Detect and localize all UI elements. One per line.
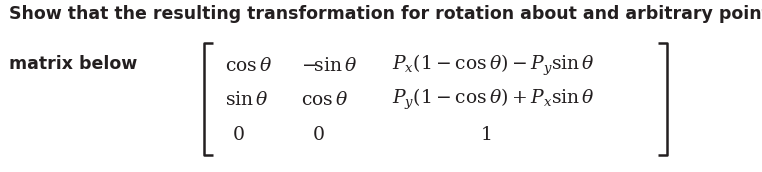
Text: $1$: $1$	[480, 125, 491, 144]
Text: Show that the resulting transformation for rotation about and arbitrary point is: Show that the resulting transformation f…	[9, 5, 762, 23]
Text: $P_y(1-\cos\theta)+P_x\sin\theta$: $P_y(1-\cos\theta)+P_x\sin\theta$	[392, 87, 595, 112]
Text: $\cos\theta$: $\cos\theta$	[301, 90, 348, 109]
Text: matrix below: matrix below	[9, 55, 137, 73]
Text: $0$: $0$	[312, 125, 325, 144]
Text: $0$: $0$	[232, 125, 245, 144]
Text: $\sin\theta$: $\sin\theta$	[225, 90, 268, 109]
Text: $P_x(1-\cos\theta)-P_y\sin\theta$: $P_x(1-\cos\theta)-P_y\sin\theta$	[392, 53, 595, 78]
Text: $-\!\sin\theta$: $-\!\sin\theta$	[301, 56, 357, 75]
Text: $\cos\theta$: $\cos\theta$	[225, 56, 272, 75]
